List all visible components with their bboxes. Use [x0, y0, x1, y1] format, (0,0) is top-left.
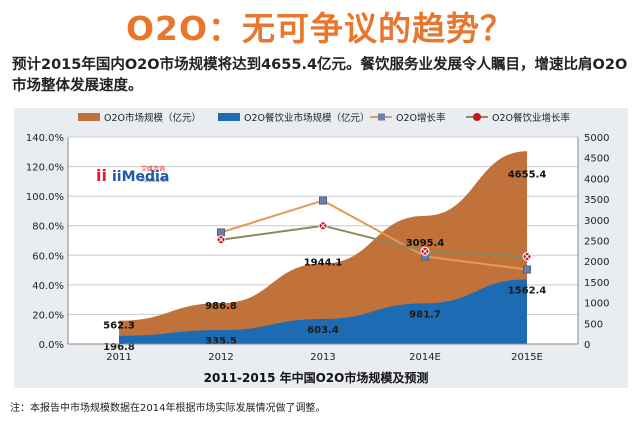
legend-item-label: O2O增长率 [396, 112, 446, 124]
o2o-market-label: 562.3 [103, 321, 135, 332]
y-right-tick-label: 1500 [584, 278, 609, 289]
y-left-tick-label: 80.0% [32, 222, 64, 233]
y-right-tick-label: 3000 [584, 216, 609, 227]
axes: 0.0% 20.0% 40.0% 60.0% 80.0% 100.0% 120.0% 140.… [26, 133, 610, 363]
y-left-tick-label: 100.0% [26, 192, 64, 203]
legend-swatch-catering-market [218, 113, 240, 121]
y-right-tick-label: 2000 [584, 257, 609, 268]
line-series [216, 196, 532, 274]
y-left-tick-label: 120.0% [26, 163, 64, 174]
y-right-tick-label: 3500 [584, 195, 609, 206]
y-right-tick-label: 1000 [584, 299, 609, 310]
area-series [119, 151, 527, 344]
y-left-tick-label: 20.0% [32, 310, 64, 321]
catering-growth-point-cross [320, 222, 326, 229]
chart-legend: O2O市场规模（亿元） O2O餐饮业市场规模（亿元） O2O增长率 O2O餐饮业增长率 [78, 112, 570, 124]
page-title: O2O：无可争议的趋势？ [125, 9, 515, 48]
legend-marker-catering-growth [473, 113, 481, 121]
svg-text:ii: ii [96, 166, 107, 185]
logo-brand: iiMedia [112, 169, 169, 185]
y-right-tick-label: 4500 [584, 154, 609, 165]
x-tick-label: 2014E [409, 352, 441, 363]
catering-market-area [119, 279, 527, 344]
o2o-growth-line [220, 199, 528, 271]
catering-market-label: 603.4 [307, 325, 339, 336]
catering-market-label: 335.5 [205, 336, 237, 347]
o2o-market-label: 4655.4 [508, 169, 547, 180]
y-right-tick-label: 2500 [584, 237, 609, 248]
x-tick-label: 2011 [106, 352, 131, 363]
o2o-market-label: 986.8 [205, 301, 237, 312]
footnote: 注：本报告中市场规模数据在2014年根据市场实际发展情况做了调整。 [10, 403, 326, 414]
logo-brand-sub: Research [141, 177, 169, 184]
catering-market-label: 1562.4 [508, 285, 547, 296]
catering-growth-point-cross [422, 248, 428, 255]
chart-title: 2011-2015 年中国O2O市场规模及预测 [204, 370, 429, 385]
x-tick-label: 2012 [208, 352, 233, 363]
y-left-tick-label: 60.0% [32, 251, 64, 262]
y-left-tick-label: 140.0% [26, 133, 64, 144]
o2o-growth-point [319, 196, 327, 205]
catering-growth-line [220, 224, 528, 258]
catering-growth-point-cross [218, 236, 224, 243]
catering-growth-point-cross [524, 253, 530, 260]
o2o-market-label: 1944.1 [304, 258, 343, 269]
y-right-tick-label: 0 [584, 340, 590, 351]
y-left-tick-label: 40.0% [32, 281, 64, 292]
catering-market-label: 196.8 [103, 342, 135, 353]
y-right-tick-label: 4000 [584, 174, 609, 185]
x-tick-label: 2015E [511, 352, 543, 363]
iimedia-logo: ii iiMedia 艾媒咨询 Research [96, 165, 169, 185]
legend-item-label: O2O市场规模（亿元） [104, 112, 201, 124]
page-subtitle: 预计2015年国内O2O市场规模将达到4655.4亿元。餐饮服务业发展令人瞩目，… [12, 57, 628, 94]
legend-swatch-o2o-market [78, 113, 100, 121]
y-right-tick-label: 5000 [584, 133, 609, 144]
data-labels: 562.3 986.8 1944.1 3095.4 4655.4 196.8 335.5 60… [103, 169, 546, 353]
x-tick-label: 2013 [310, 352, 335, 363]
logo-brand-cn: 艾媒咨询 [141, 165, 165, 173]
legend-marker-o2o-growth [378, 113, 385, 121]
legend-item-label: O2O餐饮业增长率 [492, 112, 570, 124]
y-right-tick-label: 500 [584, 319, 603, 330]
catering-market-label: 981.7 [409, 309, 441, 320]
o2o-growth-point [523, 265, 531, 274]
o2o-growth-point [217, 228, 225, 237]
o2o-market-label: 3095.4 [406, 238, 445, 249]
y-left-tick-label: 0.0% [39, 340, 64, 351]
o2o-market-area [119, 151, 527, 344]
legend-item-label: O2O餐饮业市场规模（亿元） [244, 112, 370, 124]
